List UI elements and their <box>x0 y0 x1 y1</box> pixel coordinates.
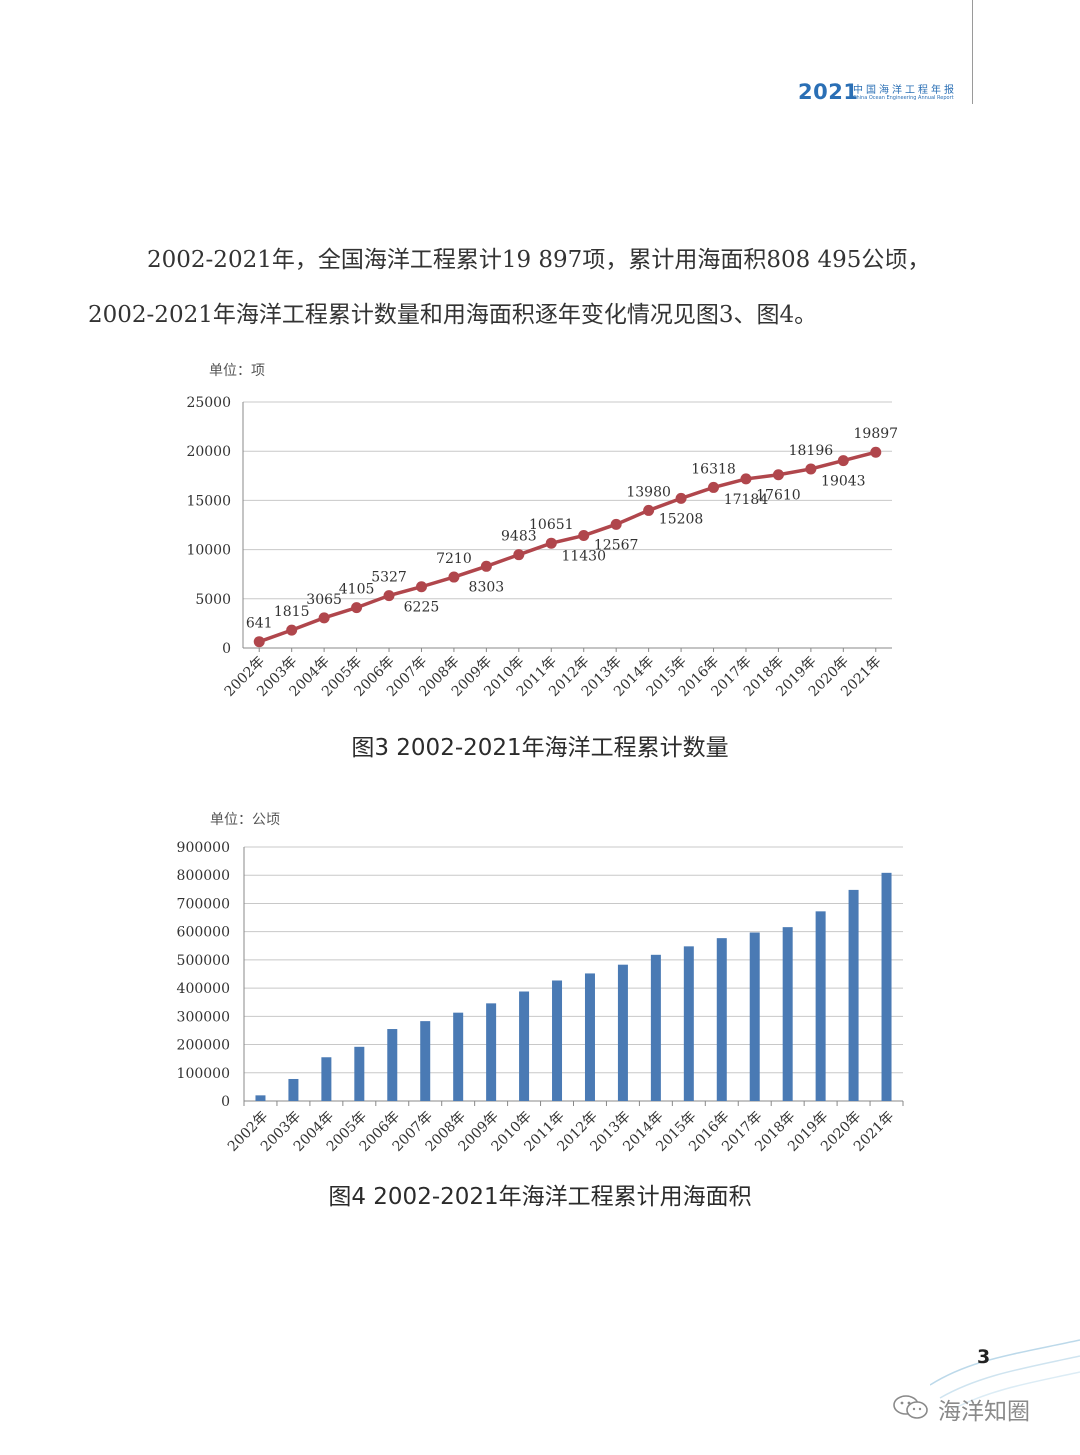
bar <box>683 946 694 1101</box>
y-tick-label: 400000 <box>177 981 230 997</box>
header-title-en: China Ocean Engineering Annual Report <box>853 95 954 101</box>
y-tick-label: 900000 <box>177 840 230 856</box>
bar <box>519 991 530 1101</box>
cumulative-count-line-chart: 05000100001500020000250002002年2003年2004年… <box>186 395 899 700</box>
data-label: 17184 <box>724 492 769 508</box>
paragraph-line-1: 2002-2021年，全国海洋工程累计19 897项，累计用海面积808 495… <box>147 247 931 273</box>
data-point <box>253 636 265 648</box>
data-point <box>318 612 330 624</box>
y-tick-label: 0 <box>222 641 231 657</box>
data-point <box>480 560 492 572</box>
chart2-unit-label: 单位：公顷 <box>210 812 280 828</box>
wechat-icon <box>893 1395 928 1419</box>
data-label: 1815 <box>274 604 310 620</box>
bar <box>486 1003 497 1101</box>
data-point <box>545 537 557 549</box>
bar <box>387 1029 398 1101</box>
bar <box>848 889 859 1101</box>
bar <box>617 964 628 1101</box>
data-label: 17610 <box>756 488 801 504</box>
y-tick-label: 200000 <box>177 1038 230 1054</box>
page-number: 3 <box>977 1346 991 1368</box>
data-point <box>578 530 590 542</box>
bar <box>288 1078 299 1101</box>
data-label: 19043 <box>821 474 866 490</box>
data-point <box>740 473 752 485</box>
data-point <box>513 549 525 561</box>
bar <box>321 1057 332 1101</box>
data-point <box>870 446 882 458</box>
bar <box>420 1021 431 1101</box>
y-tick-label: 700000 <box>177 896 230 912</box>
y-tick-label: 15000 <box>186 493 231 509</box>
series-line <box>258 450 877 644</box>
data-label: 11430 <box>561 549 606 565</box>
data-label: 10651 <box>529 517 574 533</box>
data-label: 15208 <box>659 511 704 527</box>
y-tick-label: 25000 <box>186 395 231 411</box>
y-tick-label: 100000 <box>177 1066 230 1082</box>
chart1-unit-label: 单位：项 <box>209 363 265 379</box>
data-label: 13980 <box>626 484 671 500</box>
data-point <box>610 518 622 530</box>
y-tick-label: 5000 <box>195 592 231 608</box>
data-label: 12567 <box>594 537 639 553</box>
cumulative-area-bar-chart: 0 100000 200000 300000 400000 500000 600000 700… <box>177 840 904 1155</box>
y-tick-label: 0 <box>221 1094 230 1110</box>
data-point <box>675 492 687 504</box>
data-point <box>286 624 298 636</box>
data-label: 4105 <box>339 582 375 598</box>
data-point <box>805 463 817 475</box>
bar <box>716 938 727 1101</box>
y-tick-label: 300000 <box>177 1009 230 1025</box>
data-label: 18196 <box>789 443 834 459</box>
bar <box>354 1046 365 1101</box>
bar <box>255 1095 266 1101</box>
header-rule <box>972 0 973 104</box>
data-point <box>708 481 720 493</box>
data-label: 5327 <box>371 570 407 586</box>
bar <box>782 927 793 1101</box>
data-point <box>772 469 784 481</box>
data-label: 16318 <box>691 461 736 477</box>
bar <box>881 872 892 1101</box>
data-label: 6225 <box>404 600 440 616</box>
y-tick-label: 800000 <box>177 868 230 884</box>
chart1-caption: 图3 2002-2021年海洋工程累计数量 <box>351 735 729 761</box>
data-label: 8303 <box>469 579 505 595</box>
data-point <box>415 581 427 593</box>
watermark-text: 海洋知圈 <box>938 1399 1030 1425</box>
data-point <box>448 571 460 583</box>
bar <box>552 980 563 1101</box>
data-label: 641 <box>246 616 273 632</box>
bar <box>815 911 826 1101</box>
chart2-caption: 图4 2002-2021年海洋工程累计用海面积 <box>328 1184 752 1210</box>
bar <box>749 932 760 1101</box>
data-label: 9483 <box>501 529 537 545</box>
data-label: 19897 <box>854 426 899 442</box>
bar <box>453 1012 464 1101</box>
bar <box>650 954 661 1101</box>
data-point <box>837 455 849 467</box>
y-tick-label: 10000 <box>186 543 231 559</box>
bar <box>584 973 595 1101</box>
paragraph-line-2: 2002-2021年海洋工程累计数量和用海面积逐年变化情况见图3、图4。 <box>88 302 818 328</box>
data-point <box>643 504 655 516</box>
wave-decoration <box>930 1339 1080 1409</box>
data-label: 7210 <box>436 551 472 567</box>
y-tick-label: 500000 <box>177 953 230 969</box>
y-tick-label: 600000 <box>177 925 230 941</box>
data-point <box>351 602 363 614</box>
data-label: 3065 <box>306 592 342 608</box>
header-title-cn: 中国海洋工程年报 <box>853 85 957 96</box>
data-point <box>383 590 395 602</box>
y-tick-label: 20000 <box>186 444 231 460</box>
header-year: 2021 <box>798 80 859 104</box>
